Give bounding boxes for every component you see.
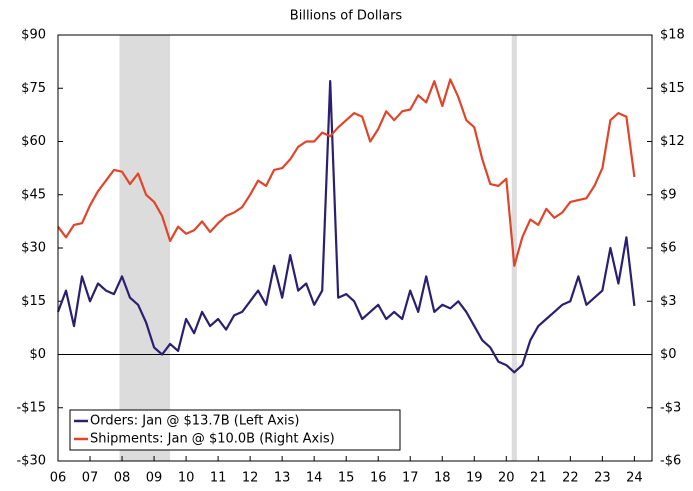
- series-line: [57, 78, 636, 267]
- x-tick-label: 10: [178, 471, 195, 486]
- x-tick-label: 23: [594, 471, 611, 486]
- x-tick-label: 21: [530, 471, 547, 486]
- y-tick-label: $15: [21, 294, 46, 309]
- y2-tick-label: $0: [660, 347, 677, 362]
- shaded-period: [511, 35, 517, 461]
- x-tick-label: 13: [274, 471, 291, 486]
- x-tick-label: 24: [626, 471, 643, 486]
- x-tick-label: 17: [402, 471, 419, 486]
- x-tick-label: 19: [466, 471, 483, 486]
- x-tick-label: 18: [434, 471, 451, 486]
- y2-tick-label: $3: [660, 294, 677, 309]
- y-tick-label: -$15: [16, 400, 46, 415]
- plot-frame: [57, 34, 653, 462]
- y-tick-label: $90: [21, 28, 46, 43]
- y-tick-label: -$30: [16, 454, 46, 469]
- x-tick-label: 09: [146, 471, 163, 486]
- y2-tick-label: $18: [660, 28, 685, 43]
- x-tick-label: 07: [82, 471, 99, 486]
- y2-tick-label: -$6: [660, 454, 681, 469]
- y-tick-label: $0: [29, 347, 46, 362]
- y-tick-label: $60: [21, 134, 46, 149]
- x-tick-label: 12: [242, 471, 259, 486]
- x-tick-label: 15: [338, 471, 355, 486]
- x-tick-label: 20: [498, 471, 515, 486]
- legend-label: Orders: Jan @ $13.7B (Left Axis): [90, 414, 300, 429]
- shaded-period: [119, 35, 171, 461]
- series-line: [56, 80, 636, 374]
- chart-subtitle: Billions of Dollars: [290, 9, 403, 24]
- y-tick-label: $45: [21, 187, 46, 202]
- legend-label: Shipments: Jan @ $10.0B (Right Axis): [90, 432, 335, 447]
- x-tick-label: 22: [562, 471, 579, 486]
- y2-tick-label: $15: [660, 81, 685, 96]
- legend-box: [69, 409, 401, 451]
- x-tick-label: 08: [114, 471, 131, 486]
- x-tick-label: 14: [306, 471, 323, 486]
- x-tick-label: 11: [210, 471, 227, 486]
- y2-tick-label: $12: [660, 134, 685, 149]
- y2-tick-label: $9: [660, 187, 677, 202]
- y2-tick-label: -$3: [660, 400, 681, 415]
- y2-tick-label: $6: [660, 241, 677, 256]
- y-tick-label: $75: [21, 81, 46, 96]
- x-tick-label: 16: [370, 471, 387, 486]
- x-tick-label: 06: [50, 471, 67, 486]
- y-tick-label: $30: [21, 241, 46, 256]
